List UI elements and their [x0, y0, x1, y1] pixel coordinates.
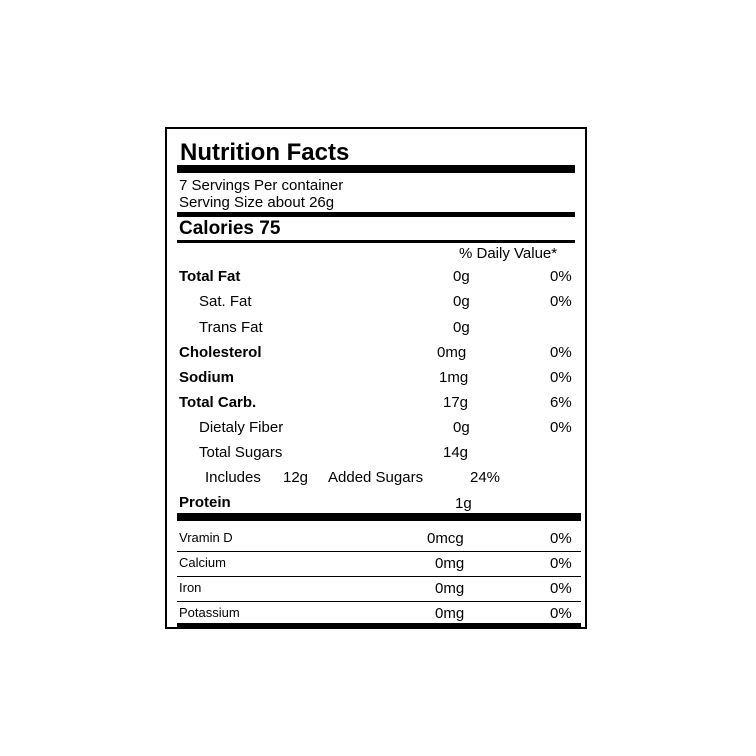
nutrient-daily-value: 0%	[550, 293, 572, 310]
nutrient-daily-value: 0%	[550, 419, 572, 436]
vitamin-amount: 0mg	[435, 605, 465, 622]
nutrient-name: Total Fat	[179, 268, 241, 285]
nutrient-amount: 0g	[453, 268, 470, 285]
label-title: Nutrition Facts	[180, 139, 350, 166]
nutrient-daily-value: 0%	[550, 344, 572, 361]
calories-rule	[177, 240, 575, 243]
added-sugars-includes: Includes	[205, 469, 261, 486]
added-sugars-daily-value: 24%	[470, 469, 501, 486]
nutrient-amount: 1mg	[439, 369, 469, 386]
vitamin-divider	[177, 601, 581, 602]
added-sugars-amount: 12g	[283, 469, 309, 486]
vitamin-amount: 0mg	[435, 555, 465, 572]
vitamin-daily-value: 0%	[550, 580, 572, 597]
daily-value-header: % Daily Value*	[459, 245, 558, 262]
nutrient-amount: 0g	[453, 419, 470, 436]
vitamin-divider	[177, 551, 581, 552]
serving-size: Serving Size about 26g	[179, 194, 335, 211]
nutrient-amount: 0g	[453, 293, 470, 310]
vitamin-name: Calcium	[179, 555, 226, 570]
vitamin-amount: 0mg	[435, 580, 465, 597]
nutrient-daily-value: 6%	[550, 394, 572, 411]
nutrient-amount: 17g	[443, 394, 469, 411]
bottom-rule	[177, 623, 581, 627]
protein-name: Protein	[179, 494, 231, 511]
protein-amount: 1g	[455, 495, 472, 512]
nutrient-name: Cholesterol	[179, 344, 262, 361]
vitamin-amount: 0mcg	[427, 530, 464, 547]
vitamin-name: Iron	[179, 580, 202, 595]
vitamin-daily-value: 0%	[550, 555, 572, 572]
servings-per-container: 7 Servings Per container	[179, 177, 344, 194]
nutrient-name: Trans Fat	[199, 319, 263, 336]
nutrient-amount: 14g	[443, 444, 469, 461]
vitamin-name: Vramin D	[179, 530, 233, 545]
nutrient-daily-value: 0%	[550, 268, 572, 285]
vitamin-daily-value: 0%	[550, 530, 572, 547]
vitamin-daily-value: 0%	[550, 605, 572, 622]
nutrition-facts-panel: Nutrition Facts 7 Servings Per container…	[165, 127, 587, 629]
vitamin-divider	[177, 576, 581, 577]
serving-rule	[177, 212, 575, 217]
nutrient-name: Dietaly Fiber	[199, 419, 284, 436]
nutrient-name: Total Sugars	[199, 444, 283, 461]
calories-line: Calories 75	[179, 218, 281, 239]
nutrient-amount: 0g	[453, 319, 470, 336]
vitamin-name: Potassium	[179, 605, 240, 620]
nutrient-name: Sodium	[179, 369, 234, 386]
nutrient-amount: 0mg	[437, 344, 467, 361]
nutrient-daily-value: 0%	[550, 369, 572, 386]
added-sugars-label: Added Sugars	[328, 469, 424, 486]
title-rule	[177, 165, 575, 173]
nutrient-name: Total Carb.	[179, 394, 257, 411]
nutrient-name: Sat. Fat	[199, 293, 252, 310]
protein-rule	[177, 513, 581, 521]
